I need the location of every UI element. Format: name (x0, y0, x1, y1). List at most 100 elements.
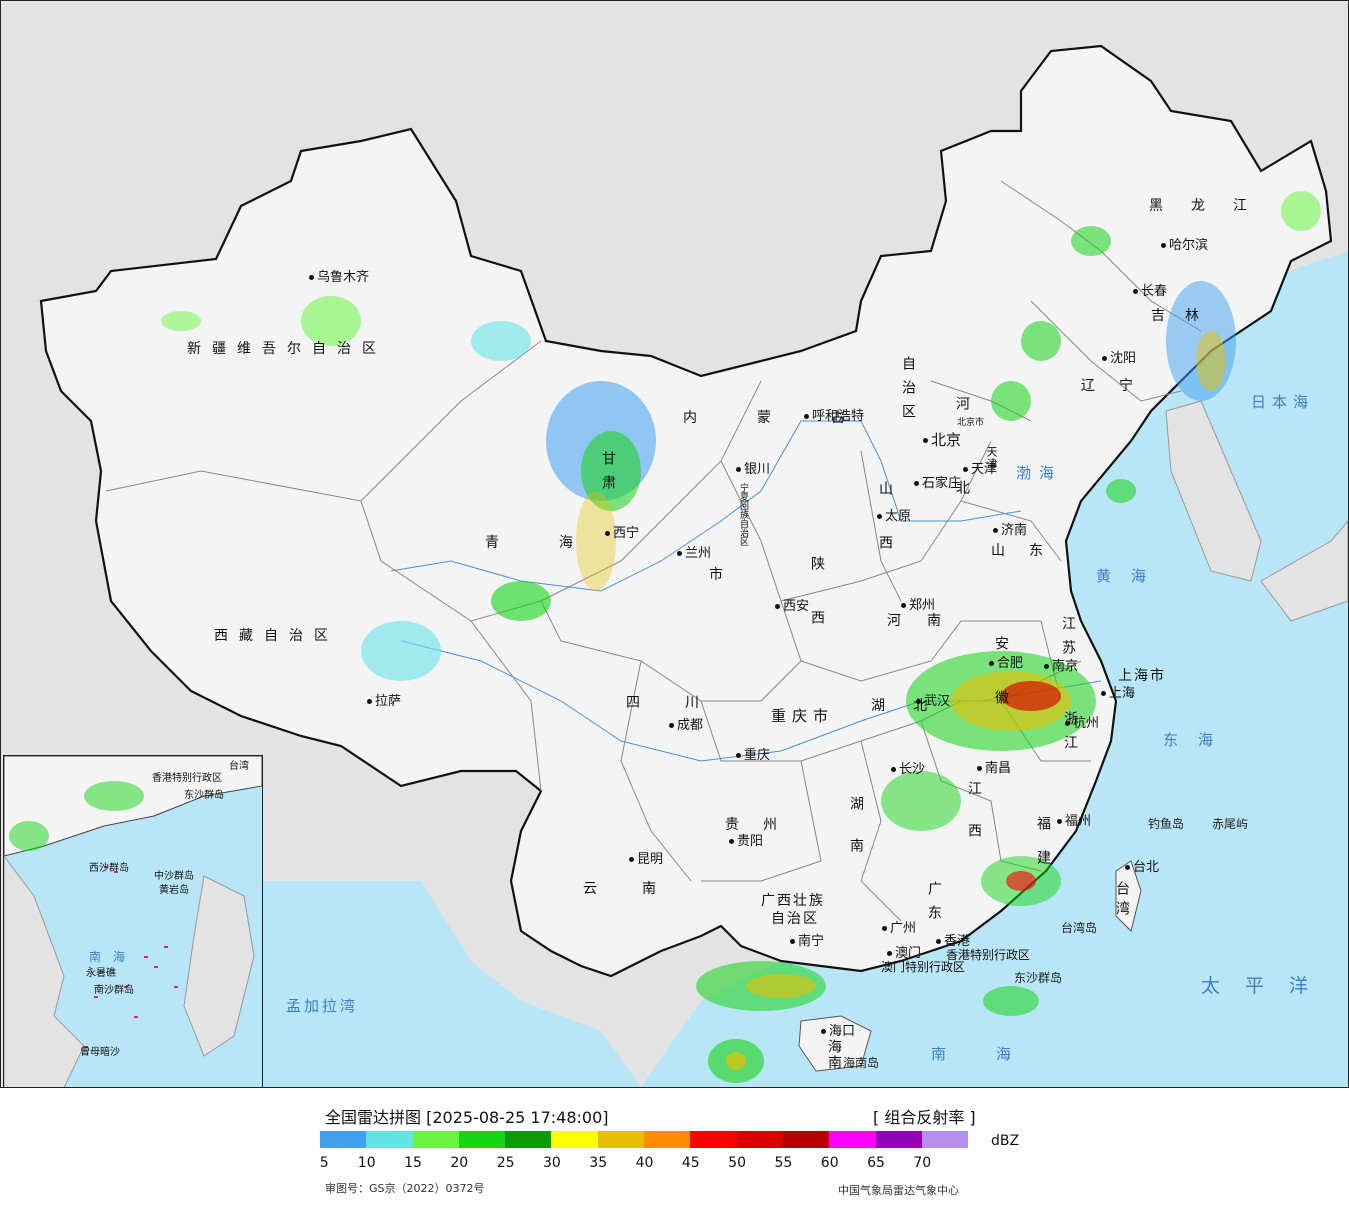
province-guangxi: 广西壮族 (761, 893, 825, 909)
radar-echoes (161, 191, 1321, 1083)
legend-tick-label: 35 (589, 1155, 608, 1171)
province-hainan: 海南 (826, 1039, 842, 1071)
city-jinan: 济南 (993, 524, 1027, 537)
legend-swatch (736, 1131, 783, 1148)
city-harbin: 哈尔滨 (1161, 239, 1208, 252)
legend-swatch (782, 1131, 830, 1148)
data-source: 中国气象局雷达气象中心 (838, 1184, 959, 1197)
inset-nanhai: 南海 (89, 950, 138, 964)
legend-swatch (505, 1131, 552, 1148)
city-fuzhou: 福州 (1057, 815, 1091, 828)
province-hunan: 湖南 (848, 796, 864, 880)
city-nanning: 南宁 (790, 935, 824, 948)
bay-of-bengal (261, 881, 641, 1087)
province-beijing-shi: 北京市 (957, 418, 985, 428)
inset-hongkong: 香港特别行政区 (152, 773, 222, 784)
inset-huangyan: 黄岩岛 (159, 885, 189, 896)
legend-title: 全国雷达拼图 [2025-08-25 17:48:00] (325, 1108, 609, 1127)
sea-ribenhai: 日本海 (1251, 393, 1315, 411)
inset-zengmu: 曾母暗沙 (80, 1047, 120, 1058)
city-tianjin: 天津 (963, 463, 997, 476)
sea-bay-of-bengal: 孟加拉湾 (286, 997, 359, 1015)
legend-swatch (551, 1131, 598, 1148)
inset-yongshu: 永暑礁 (86, 968, 116, 979)
island-diaoyu: 钓鱼岛 (1148, 817, 1185, 831)
province-shandong: 山东 (991, 543, 1067, 559)
legend-swatch (597, 1131, 645, 1148)
legend-swatch (412, 1131, 459, 1148)
province-henan: 河南 (887, 613, 967, 629)
province-ningxia: 宁夏回族自治区 (738, 483, 748, 546)
city-macau: 澳门 (887, 947, 921, 960)
province-xizang: 西藏自治区 (214, 628, 339, 644)
province-yunnan: 云南 (583, 881, 701, 897)
province-shanxi: 山西 (877, 481, 893, 589)
province-neimenggu: 内蒙古 (683, 410, 905, 426)
province-qinghai: 青海 (485, 535, 633, 551)
radar-map: 新疆维吾尔自治区 西藏自治区 青海 甘肃 内蒙古 自治区 黑龙江 吉林 辽宁 河… (0, 0, 1349, 1088)
island-chiwei: 赤尾屿 (1212, 817, 1249, 831)
legend-tick-label: 40 (635, 1155, 654, 1171)
city-zhengzhou: 郑州 (901, 599, 935, 612)
city-taibei: 台北 (1125, 861, 1159, 874)
province-xinjiang: 新疆维吾尔自治区 (187, 341, 387, 357)
province-jiangxi: 江西 (966, 781, 982, 865)
province-chongqing: 重庆市 (771, 707, 835, 725)
legend-swatch (875, 1131, 922, 1148)
province-anhui: 安徽 (993, 636, 1009, 744)
legend-tick-label: 5 (319, 1155, 329, 1171)
province-fujian: 福建 (1035, 816, 1051, 884)
japan-sea (1181, 301, 1348, 481)
legend-tick-label: 45 (681, 1155, 700, 1171)
legend-tick-label: 65 (867, 1155, 885, 1171)
city-lanzhou: 兰州 (677, 547, 711, 560)
province-shaanxi: 陕西 (809, 556, 825, 664)
legend-swatch (320, 1131, 367, 1148)
legend-tick-label: 30 (543, 1155, 561, 1171)
sea-taipingyang: 太平洋 (1201, 975, 1334, 997)
south-china-sea-inset: 南海 西沙群岛 中沙群岛 南沙群岛 黄岩岛 曾母暗沙 永暑礁 台湾 香港特别行政… (3, 755, 263, 1087)
region-macau: 澳门特别行政区 (881, 960, 966, 974)
city-guangzhou: 广州 (882, 922, 916, 935)
legend-swatch (458, 1131, 506, 1148)
legend-tick-label: 60 (820, 1155, 839, 1171)
city-changchun: 长春 (1133, 285, 1167, 298)
city-wuhan: 武汉 (916, 695, 950, 708)
inset-nansha: 南沙群岛 (94, 985, 134, 996)
city-nanjing: 南京 (1044, 660, 1078, 673)
city-guiyang: 贵阳 (729, 835, 763, 848)
legend-tick-label: 15 (404, 1155, 422, 1171)
legend-tick-label: 20 (450, 1155, 469, 1171)
legend-tick-label: 25 (496, 1155, 515, 1171)
city-beijing: 北京 (923, 433, 961, 448)
city-urumqi: 乌鲁木齐 (309, 271, 369, 284)
city-hefei: 合肥 (989, 657, 1023, 670)
city-kunming: 昆明 (629, 853, 663, 866)
legend-tick-label: 55 (774, 1155, 793, 1171)
province-guangdong: 广东 (926, 881, 942, 929)
sea-bohai: 渤海 (1016, 464, 1063, 482)
province-guizhou: 贵州 (725, 817, 801, 833)
city-hohhot: 呼和浩特 (804, 410, 864, 423)
province-neimenggu-2: 自治区 (900, 356, 916, 428)
province-gansu-shi: 市 (709, 567, 734, 583)
region-hongkong: 香港特别行政区 (946, 948, 1031, 962)
island-hainan: 海南岛 (843, 1056, 880, 1070)
city-chengdu: 成都 (669, 719, 703, 732)
legend-product: [ 组合反射率 ] (873, 1108, 976, 1127)
legend-swatch (644, 1131, 691, 1148)
city-taiyuan: 太原 (877, 510, 911, 523)
city-xining: 西宁 (605, 527, 639, 540)
province-gansu: 甘肃 (600, 451, 616, 499)
japan (1260, 520, 1348, 622)
province-sichuan: 四川 (626, 695, 744, 711)
city-shijiazhuang: 石家庄 (914, 477, 961, 490)
sea-huanghai: 黄海 (1096, 567, 1167, 585)
map-approval-number: 审图号：GS京（2022）0372号 (325, 1182, 485, 1195)
legend-swatch (921, 1131, 969, 1148)
legend-colorbar (320, 1131, 969, 1148)
city-hangzhou: 杭州 (1065, 717, 1099, 730)
legend-tick-label: 10 (357, 1155, 376, 1171)
legend-swatch (829, 1131, 876, 1148)
province-jilin: 吉林 (1151, 308, 1219, 324)
